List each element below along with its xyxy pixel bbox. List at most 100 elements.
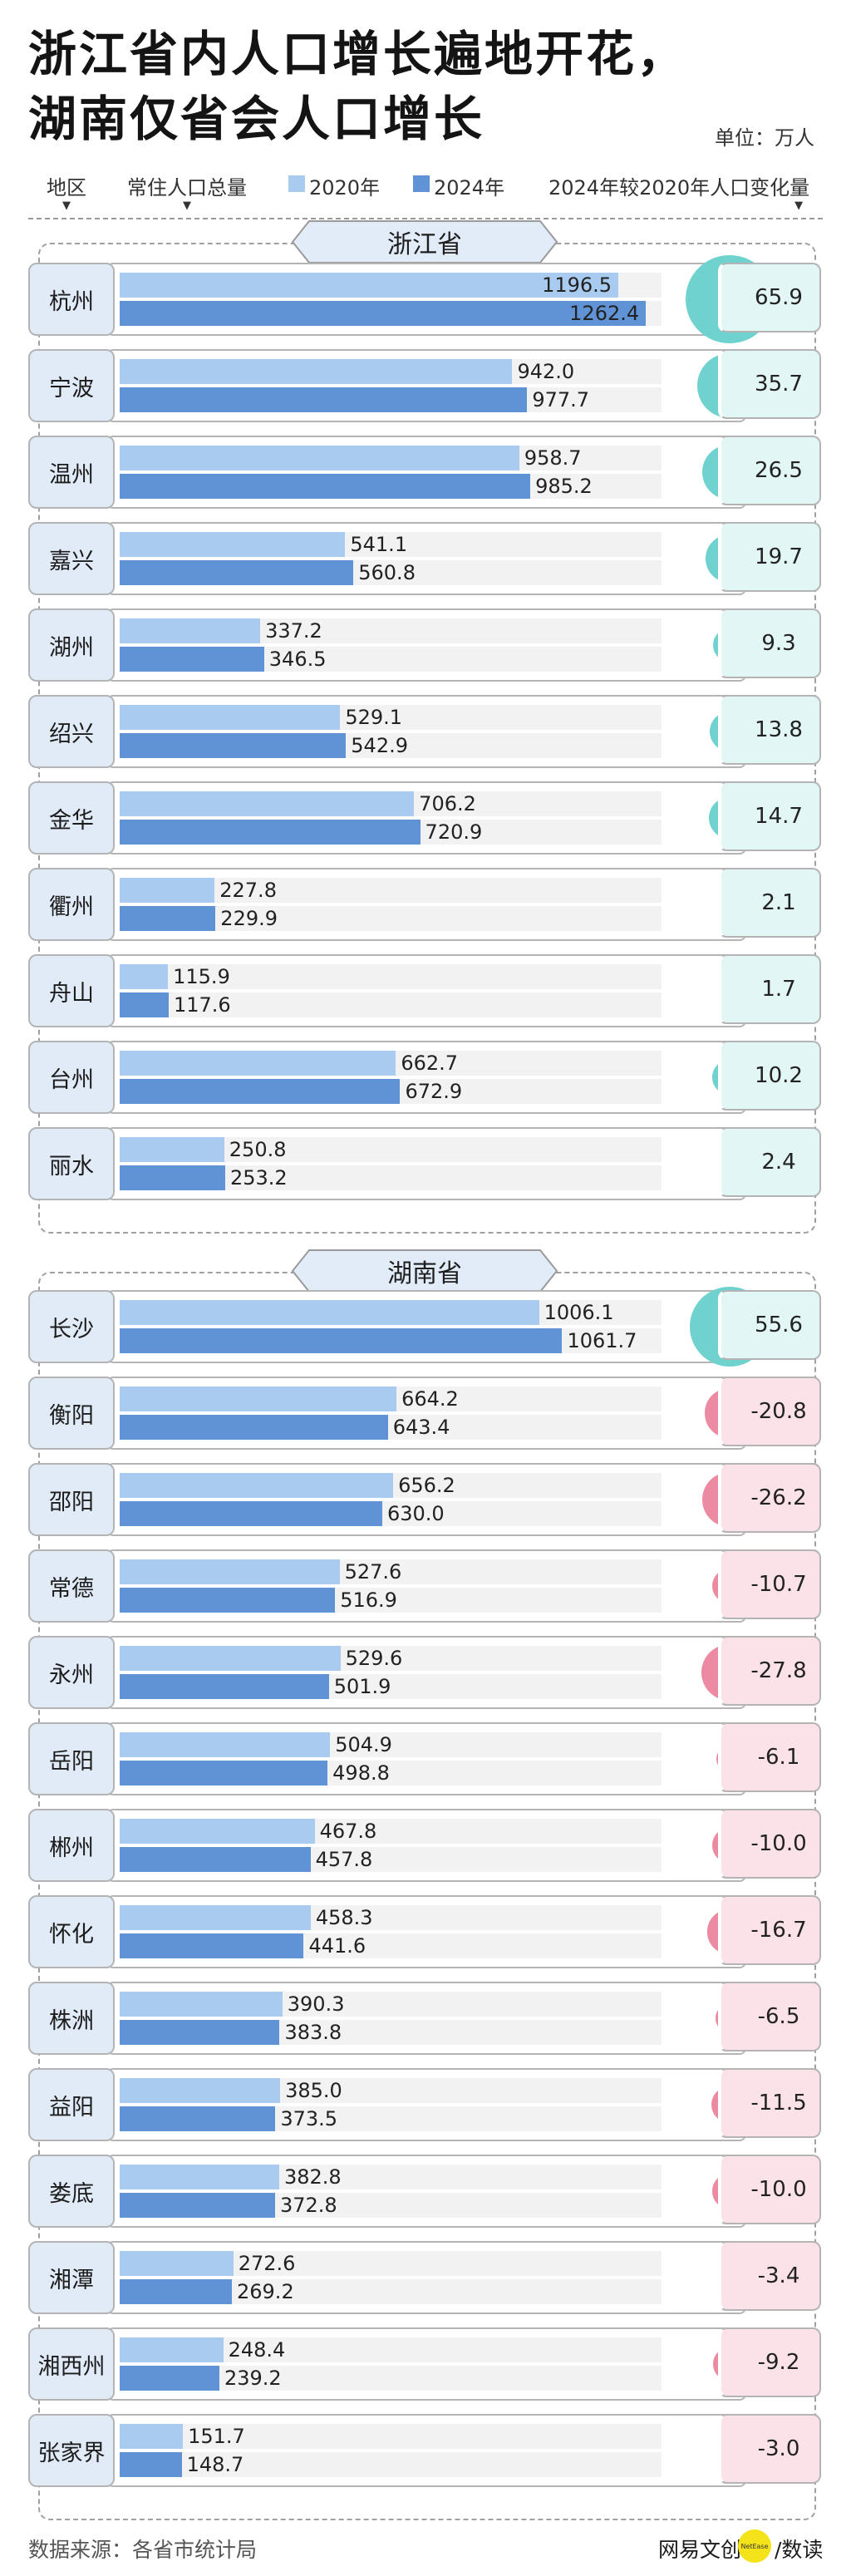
bar-2020 (120, 359, 513, 384)
change-value: -3.4 (757, 2263, 800, 2288)
bar-2020 (120, 1819, 315, 1844)
change-cell: -10.0 (718, 2155, 821, 2224)
value-2020: 467.8 (319, 1820, 377, 1843)
bar-panel: 227.8 229.9 (106, 868, 746, 941)
value-2020: 385.0 (285, 2079, 342, 2102)
bar-panel: 272.6 269.2 (106, 2241, 746, 2314)
city-row: 郴州 467.8 457.8 -10.0 (28, 1809, 823, 1882)
value-2020: 706.2 (419, 792, 476, 815)
bar-2020 (120, 791, 415, 816)
value-2020: 529.1 (345, 706, 403, 729)
value-2020: 504.9 (335, 1733, 392, 1756)
bar-2024 (120, 820, 421, 845)
down-arrow-icon: ▼ (794, 199, 804, 212)
bar-2020 (120, 964, 169, 989)
change-value: 55.6 (755, 1313, 803, 1337)
bar-panel: 527.6 516.9 (106, 1549, 748, 1623)
change-cell: -3.4 (718, 2241, 821, 2311)
change-value: 2.4 (761, 1150, 796, 1175)
change-cell: -6.1 (718, 1722, 821, 1792)
bar-panel: 458.3 441.6 (106, 1895, 752, 1968)
city-name: 杭州 (28, 263, 115, 336)
brand-logo-icon: NetEase (738, 2529, 771, 2563)
city-row: 张家界 151.7 148.7 -3.0 (28, 2414, 823, 2487)
value-2020: 656.2 (398, 1474, 455, 1497)
city-row: 娄底 382.8 372.8 -10.0 (28, 2155, 823, 2228)
value-2024: 373.5 (280, 2107, 338, 2130)
value-2020: 1006.1 (544, 1301, 614, 1324)
value-2024: 501.9 (333, 1675, 391, 1698)
city-name: 怀化 (28, 1895, 115, 1968)
change-cell: 13.8 (718, 695, 821, 765)
value-2024: 253.2 (229, 1166, 288, 1189)
change-value: -11.5 (750, 2091, 807, 2115)
header-change: 2024年较2020年人口变化量 ▼ (548, 176, 810, 212)
value-2024: 977.7 (532, 388, 590, 411)
city-name: 衢州 (28, 868, 115, 941)
change-value: -10.0 (750, 1831, 807, 1856)
change-cell: -10.7 (718, 1549, 821, 1619)
city-row: 永州 529.6 501.9 -27.8 (28, 1636, 823, 1709)
change-cell: -9.2 (718, 2327, 821, 2397)
value-2024: 542.9 (351, 734, 408, 757)
value-2020: 527.6 (344, 1560, 402, 1584)
city-name: 宁波 (28, 349, 115, 422)
change-value: -10.0 (750, 2177, 807, 2202)
bar-2024 (120, 387, 528, 412)
bar-2024 (120, 733, 347, 758)
bar-panel: 337.2 346.5 (106, 608, 746, 682)
bar-panel: 385.0 373.5 (106, 2068, 749, 2141)
bar-2024 (120, 301, 647, 326)
bar-panel: 942.0 977.7 (106, 349, 762, 422)
change-value: 26.5 (755, 458, 803, 483)
province-label-hunan: 湖南省 (291, 1249, 558, 1293)
city-row: 台州 662.7 672.9 10.2 (28, 1041, 823, 1114)
value-2020: 1196.5 (542, 273, 612, 297)
city-row: 衢州 227.8 229.9 2.1 (28, 868, 823, 941)
city-name: 嘉兴 (28, 522, 115, 595)
bar-2020 (120, 1051, 396, 1076)
city-name: 舟山 (28, 954, 115, 1027)
city-name: 绍兴 (28, 695, 115, 768)
bar-2024 (120, 2452, 182, 2477)
bar-2024 (120, 1847, 311, 1872)
bar-2024 (120, 1165, 225, 1190)
bar-2020 (120, 273, 619, 298)
bar-2020 (120, 1300, 539, 1325)
bar-panel: 382.8 372.8 (106, 2155, 747, 2228)
city-name: 长沙 (28, 1290, 115, 1363)
bar-2020 (120, 532, 346, 557)
bar-panel: 250.8 253.2 (106, 1127, 746, 1200)
change-cell: 26.5 (718, 436, 821, 505)
bar-2024 (120, 1079, 401, 1104)
city-row: 岳阳 504.9 498.8 -6.1 (28, 1722, 823, 1795)
bar-panel: 664.2 643.4 (106, 1377, 755, 1450)
city-name: 株洲 (28, 1982, 115, 2055)
header-region: 地区 ▼ (47, 176, 86, 212)
bar-2020 (120, 2424, 184, 2449)
bar-2020 (120, 705, 341, 730)
city-row: 株洲 390.3 383.8 -6.5 (28, 1982, 823, 2055)
change-cell: -20.8 (718, 1377, 821, 1446)
change-value: -10.7 (750, 1572, 807, 1597)
change-cell: 10.2 (718, 1041, 821, 1111)
bar-2024 (120, 474, 531, 499)
bar-2024 (120, 1501, 382, 1526)
bar-2020 (120, 1646, 341, 1671)
chart-title-line2: 湖南仅省会人口增长 (28, 91, 485, 147)
bar-panel: 529.1 542.9 (106, 695, 750, 768)
bar-panel: 115.9 117.6 (106, 954, 746, 1027)
header-divider (28, 218, 823, 219)
legend-2020-swatch (288, 175, 305, 192)
change-cell: 55.6 (718, 1290, 821, 1360)
change-cell: -26.2 (718, 1463, 821, 1533)
value-2024: 643.4 (392, 1416, 450, 1439)
value-2024: 372.8 (279, 2194, 337, 2217)
value-2020: 541.1 (350, 533, 408, 556)
bar-2024 (120, 992, 169, 1017)
city-name: 永州 (28, 1636, 115, 1709)
value-2020: 382.8 (283, 2165, 342, 2189)
change-value: 14.7 (755, 804, 803, 829)
value-2020: 390.3 (287, 1992, 345, 2016)
province-label-zhejiang: 浙江省 (291, 219, 558, 264)
